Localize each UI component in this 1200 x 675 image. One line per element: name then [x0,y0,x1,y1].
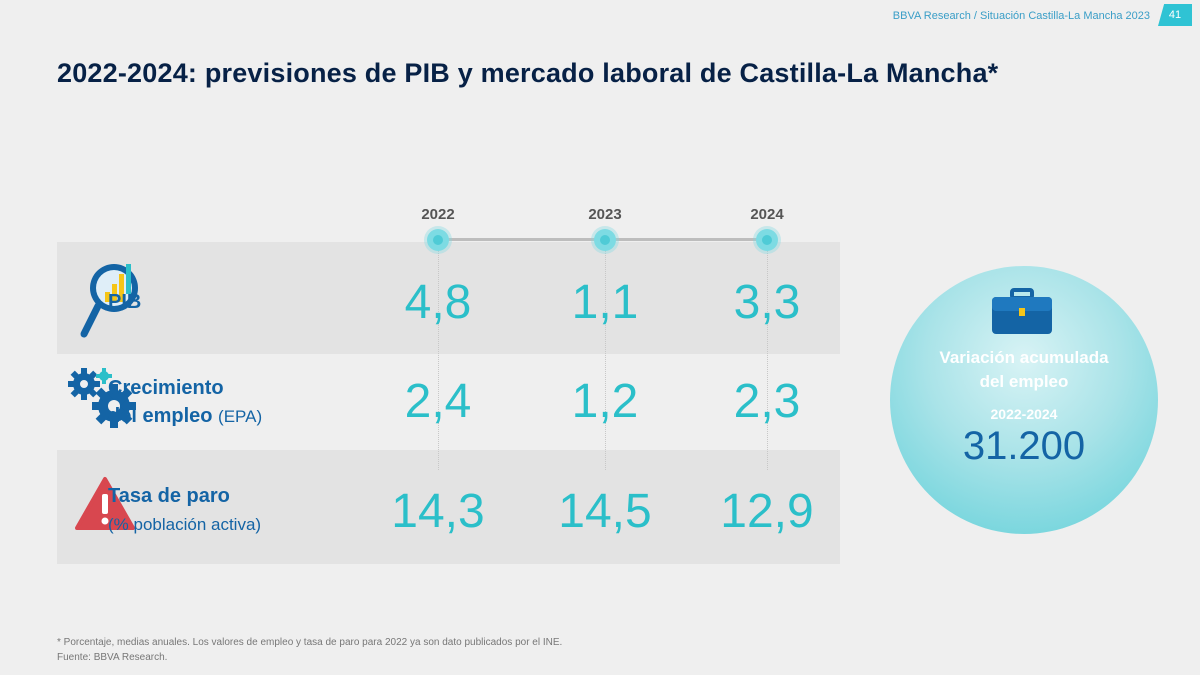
highlight-period: 2022-2024 [990,406,1058,422]
highlight-label-line1: Variación acumulada [939,348,1109,367]
timeline-dot-2023 [594,229,616,251]
briefcase-icon [992,288,1052,334]
value-pib-2023: 1,1 [571,276,639,329]
year-2022: 2022 [421,206,455,223]
value-empleo-2022: 2,4 [404,375,472,428]
row-label-paro-line2: (% población activa) [108,515,262,534]
row-label-empleo-epa: (EPA) [218,407,263,426]
magnifier-chart-icon [80,264,138,338]
row-pib [57,242,840,354]
timeline-dot-2022 [427,229,449,251]
guide-2024 [767,250,768,470]
row-label-empleo-line1: Crecimiento [108,377,224,399]
row-label-empleo: Crecimiento del empleo (EPA) [108,374,262,431]
employment-highlight-circle: Variación acumulada del empleo 2022-2024… [890,266,1158,534]
highlight-label: Variación acumulada del empleo [890,346,1158,394]
value-paro-2024: 12,9 [720,485,814,538]
value-empleo-2023: 1,2 [571,375,639,428]
year-2024: 2024 [750,206,784,223]
row-label-empleo-line2: del empleo [108,405,213,427]
value-pib-2024: 3,3 [733,276,801,329]
value-empleo-2024: 2,3 [733,375,801,428]
value-paro-2022: 14,3 [391,485,485,538]
row-label-paro-line1: Tasa de paro [108,485,230,507]
footnote: * Porcentaje, medias anuales. Los valore… [57,635,562,665]
page-title: 2022-2024: previsiones de PIB y mercado … [57,58,999,88]
warning-icon [75,477,135,530]
footnote-note: * Porcentaje, medias anuales. Los valore… [57,637,563,648]
value-pib-2022: 4,8 [404,276,472,329]
highlight-value: 31.200 [962,424,1086,468]
value-paro-2023: 14,5 [558,485,652,538]
row-label-paro: Tasa de paro (% población activa) [108,482,261,539]
guide-2022 [438,250,439,470]
row-label-pib: PIB [108,291,142,313]
year-2023: 2023 [588,206,622,223]
row-paro [57,450,840,564]
footnote-source: Fuente: BBVA Research. [57,652,168,663]
gears-icon [68,368,136,428]
timeline-dot-2024 [756,229,778,251]
page-number: 41 [1158,4,1192,26]
highlight-label-line2: del empleo [979,372,1069,391]
guide-2023 [605,250,606,470]
header-source: BBVA Research / Situación Castilla-La Ma… [892,10,1150,22]
